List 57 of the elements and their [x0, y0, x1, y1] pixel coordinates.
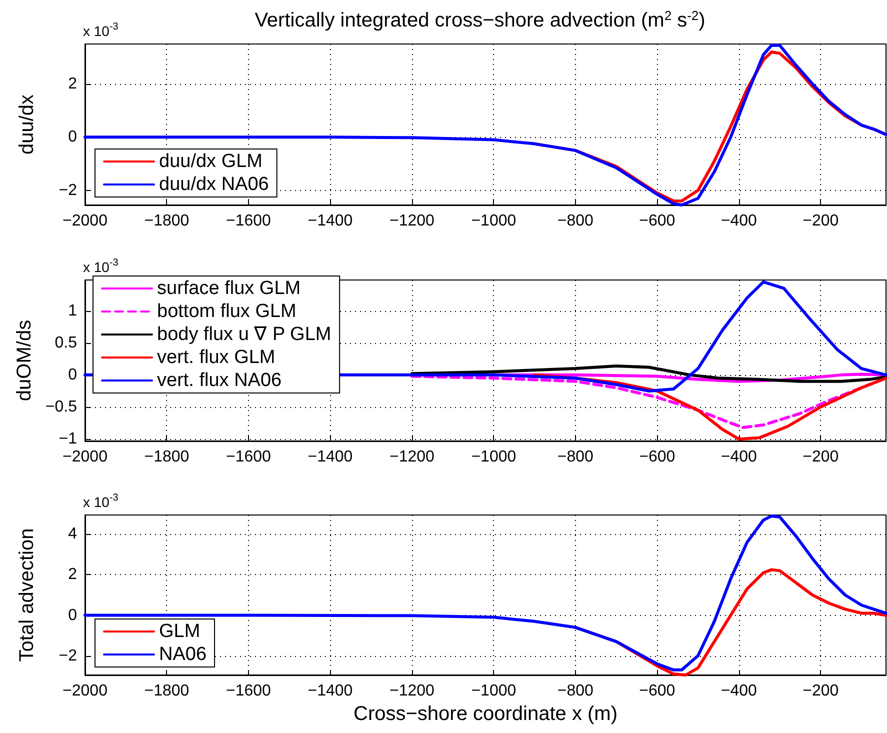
legend-label: vert. flux NA06: [157, 370, 282, 391]
x-tick-label: −400: [720, 448, 757, 466]
x-tick-label: −200: [802, 212, 839, 230]
x-axis-title: Cross−shore coordinate x (m): [354, 702, 618, 725]
y-tick-label: 0.5: [54, 334, 78, 352]
x-tick-label: −400: [720, 682, 757, 700]
x-tick-label: −600: [639, 682, 676, 700]
y-tick-label: −0.5: [45, 398, 78, 416]
x-tick-label: −200: [802, 448, 839, 466]
x-tick-label: −800: [557, 448, 594, 466]
x-tick-label: −600: [639, 212, 676, 230]
x-tick-label: −1400: [308, 448, 353, 466]
y-axis-title: duOM/ds: [14, 320, 36, 402]
x-tick-label: −800: [557, 212, 594, 230]
x-tick-label: −1600: [226, 448, 272, 466]
legend-label: NA06: [159, 644, 207, 665]
y-tick-label: −1: [58, 430, 78, 448]
legend-label: body flux u ∇ P GLM: [157, 324, 332, 345]
y-tick-label: 0: [68, 128, 78, 146]
y-tick-label: 0: [68, 366, 78, 384]
x-tick-label: −1600: [226, 682, 272, 700]
line-series: [84, 44, 887, 206]
x-tick-label: −1200: [389, 212, 435, 230]
y-axis-title: duu/dx: [16, 94, 38, 155]
x-tick-label: −600: [639, 448, 676, 466]
x-tick-label: −1000: [471, 212, 516, 230]
x-tick-label: −1400: [308, 682, 353, 700]
legend-label: surface flux GLM: [157, 278, 301, 299]
legend-label: duu/dx NA06: [159, 174, 269, 195]
x-tick-label: −400: [720, 212, 757, 230]
x-tick-label: −1200: [389, 682, 435, 700]
x-tick-label: −1000: [471, 448, 516, 466]
line-series: [84, 514, 887, 672]
y-tick-label: −2: [58, 647, 78, 664]
legend-label: duu/dx GLM: [159, 151, 262, 172]
x-tick-label: −2000: [62, 448, 108, 466]
x-tick-label: −1600: [226, 212, 272, 230]
legend-label: bottom flux GLM: [157, 301, 296, 322]
y-tick-label: 1: [68, 302, 78, 320]
legend-label: vert. flux GLM: [157, 347, 276, 368]
y-tick-label: 2: [68, 566, 78, 584]
y-tick-label: 4: [68, 526, 78, 543]
x-tick-label: −1800: [144, 212, 190, 230]
y-tick-label: −2: [58, 182, 78, 199]
x-tick-label: −1400: [308, 212, 353, 230]
x-tick-label: −2000: [62, 682, 108, 700]
x-tick-label: −1800: [144, 448, 190, 466]
x-tick-label: −1000: [471, 682, 516, 700]
x-tick-label: −200: [802, 682, 839, 700]
x-tick-label: −1200: [389, 448, 435, 466]
y-axis-title: Total advection: [16, 528, 38, 662]
y-tick-label: 2: [68, 75, 78, 92]
x-tick-label: −1800: [144, 682, 190, 700]
y-tick-label: 0: [68, 606, 78, 624]
legend-label: GLM: [159, 621, 200, 642]
x-tick-label: −2000: [62, 212, 108, 230]
x-tick-label: −800: [557, 682, 594, 700]
